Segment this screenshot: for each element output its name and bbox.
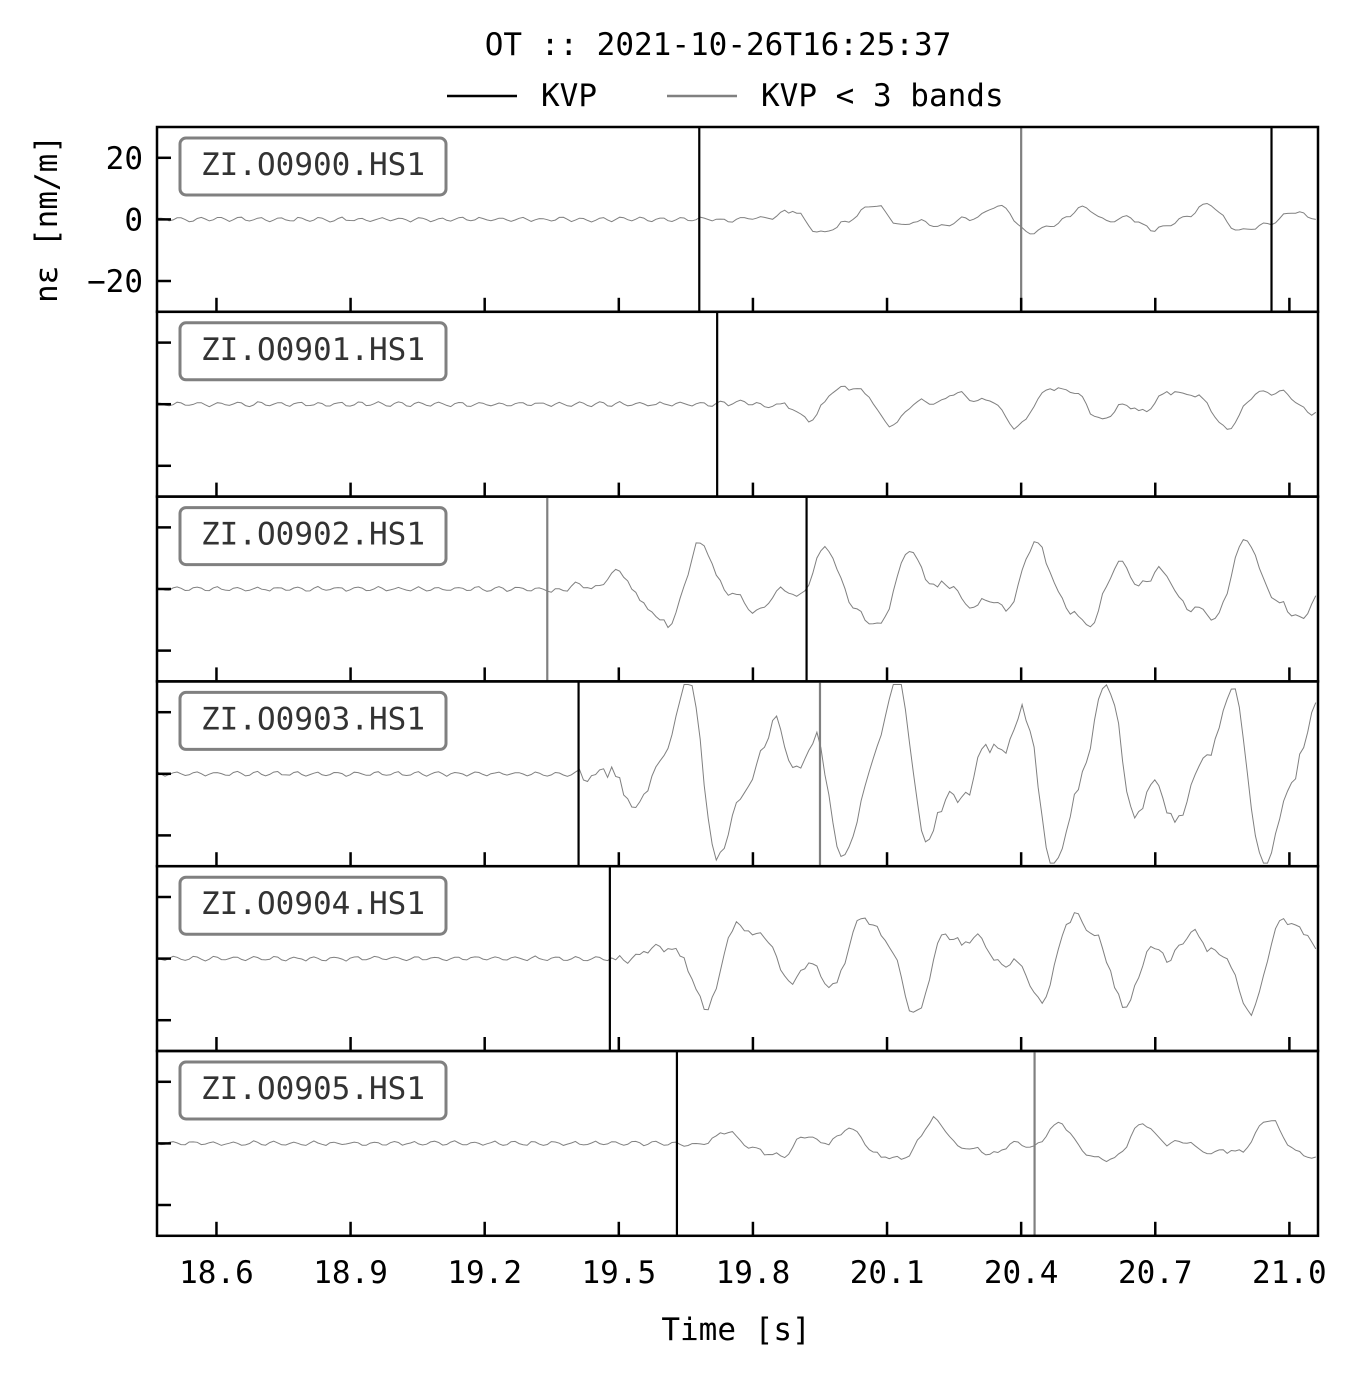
- x-tick-label-7: 20.7: [1118, 1255, 1193, 1291]
- station-label-1: ZI.O0901.HS1: [201, 332, 425, 368]
- station-label-box-2: [178, 506, 448, 567]
- legend-kvp-label: KVP: [541, 78, 597, 114]
- station-label-5: ZI.O0905.HS1: [201, 1071, 425, 1107]
- chart-title: OT :: 2021-10-26T16:25:37: [485, 27, 952, 63]
- panel-2: ZI.O0902.HS1: [155, 495, 1320, 683]
- station-label-box-3: [178, 690, 448, 751]
- station-label-0: ZI.O0900.HS1: [201, 147, 425, 183]
- panel-5: ZI.O0905.HS1: [155, 1049, 1320, 1238]
- x-tick-label-8: 21.0: [1252, 1255, 1327, 1291]
- station-label-4: ZI.O0904.HS1: [201, 886, 425, 922]
- panel-3: ZI.O0903.HS1: [155, 680, 1320, 868]
- panels-group: 20 0 −20 ZI.O0900.HS1 ZI.O0901.HS1 ZI.O0902.H…: [87, 125, 1320, 1238]
- legend: KVP KVP < 3 bands: [447, 78, 1004, 114]
- x-tick-label-0: 18.6: [179, 1255, 254, 1291]
- x-ticks-group: 18.6 18.9 19.2 19.5 19.8 20.1 20.4 20.7 21.0: [179, 297, 1327, 1291]
- y-tick-label-1: 0: [124, 202, 143, 238]
- x-tick-label-4: 19.8: [716, 1255, 791, 1291]
- waveform-trace-2: [156, 538, 1317, 629]
- x-axis-label: Time [s]: [661, 1312, 810, 1348]
- waveform-trace-4: [156, 912, 1317, 1017]
- station-label-3: ZI.O0903.HS1: [201, 701, 425, 737]
- x-tick-label-1: 18.9: [313, 1255, 388, 1291]
- legend-kvp3-label: KVP < 3 bands: [761, 78, 1004, 114]
- x-tick-label-6: 20.4: [984, 1255, 1059, 1291]
- x-tick-label-5: 20.1: [850, 1255, 925, 1291]
- y-tick-label-0: 20: [106, 141, 143, 177]
- station-label-2: ZI.O0902.HS1: [201, 517, 425, 553]
- station-label-box-5: [178, 1060, 448, 1121]
- station-label-box-0: [178, 136, 448, 197]
- x-tick-label-2: 19.2: [447, 1255, 522, 1291]
- waveform-trace-1: [156, 385, 1317, 430]
- y-tick-label-2: −20: [87, 264, 143, 300]
- station-label-box-1: [178, 321, 448, 382]
- panel-1: ZI.O0901.HS1: [155, 310, 1320, 498]
- station-label-box-4: [178, 875, 448, 936]
- panel-4: ZI.O0904.HS1: [155, 864, 1320, 1053]
- panel-0: 20 0 −20 ZI.O0900.HS1: [87, 125, 1320, 314]
- waveform-trace-5: [156, 1115, 1316, 1163]
- panel-frame-5: [155, 1049, 1320, 1238]
- y-axis-label: nε [nm/m]: [29, 135, 65, 303]
- waveform-trace-0: [157, 202, 1316, 235]
- x-tick-label-3: 19.5: [581, 1255, 656, 1291]
- waveform-trace-3: [156, 684, 1317, 864]
